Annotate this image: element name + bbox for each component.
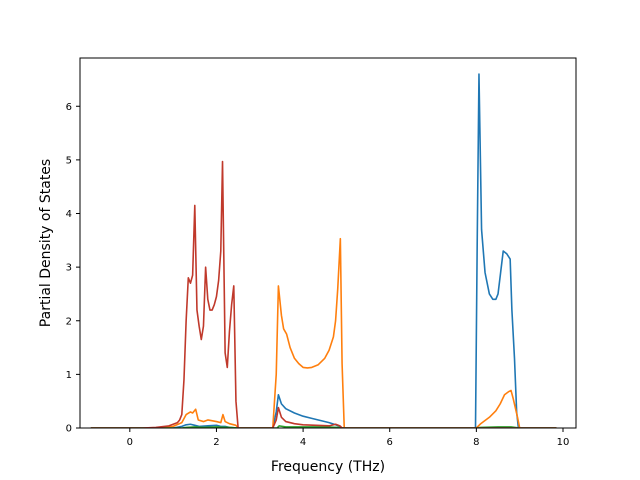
y-axis-title: Partial Density of States xyxy=(38,159,54,327)
series-line-3 xyxy=(90,425,557,428)
series-line-2 xyxy=(90,237,557,428)
x-axis-title: Frequency (THz) xyxy=(271,459,385,475)
x-tick-label: 0 xyxy=(127,437,133,448)
y-tick-label: 5 xyxy=(66,155,72,166)
x-tick-label: 6 xyxy=(387,437,393,448)
y-tick-label: 2 xyxy=(66,316,72,327)
y-tick-label: 0 xyxy=(66,424,72,435)
y-tick-label: 1 xyxy=(66,370,72,381)
y-axis: 0 1 2 3 4 5 6 xyxy=(66,102,80,435)
x-tick-label: 4 xyxy=(300,437,306,448)
x-tick-label: 2 xyxy=(213,437,219,448)
plot-frame xyxy=(79,57,577,429)
y-tick-label: 4 xyxy=(66,209,72,220)
series-line-4 xyxy=(90,160,557,428)
y-tick-label: 6 xyxy=(66,102,72,113)
y-tick-label: 3 xyxy=(66,263,72,274)
x-tick-label: 10 xyxy=(557,437,570,448)
series-layer xyxy=(90,73,557,428)
series-line-1 xyxy=(90,73,557,428)
x-tick-label: 8 xyxy=(473,437,479,448)
x-axis: 0 2 4 6 8 10 xyxy=(127,428,570,448)
